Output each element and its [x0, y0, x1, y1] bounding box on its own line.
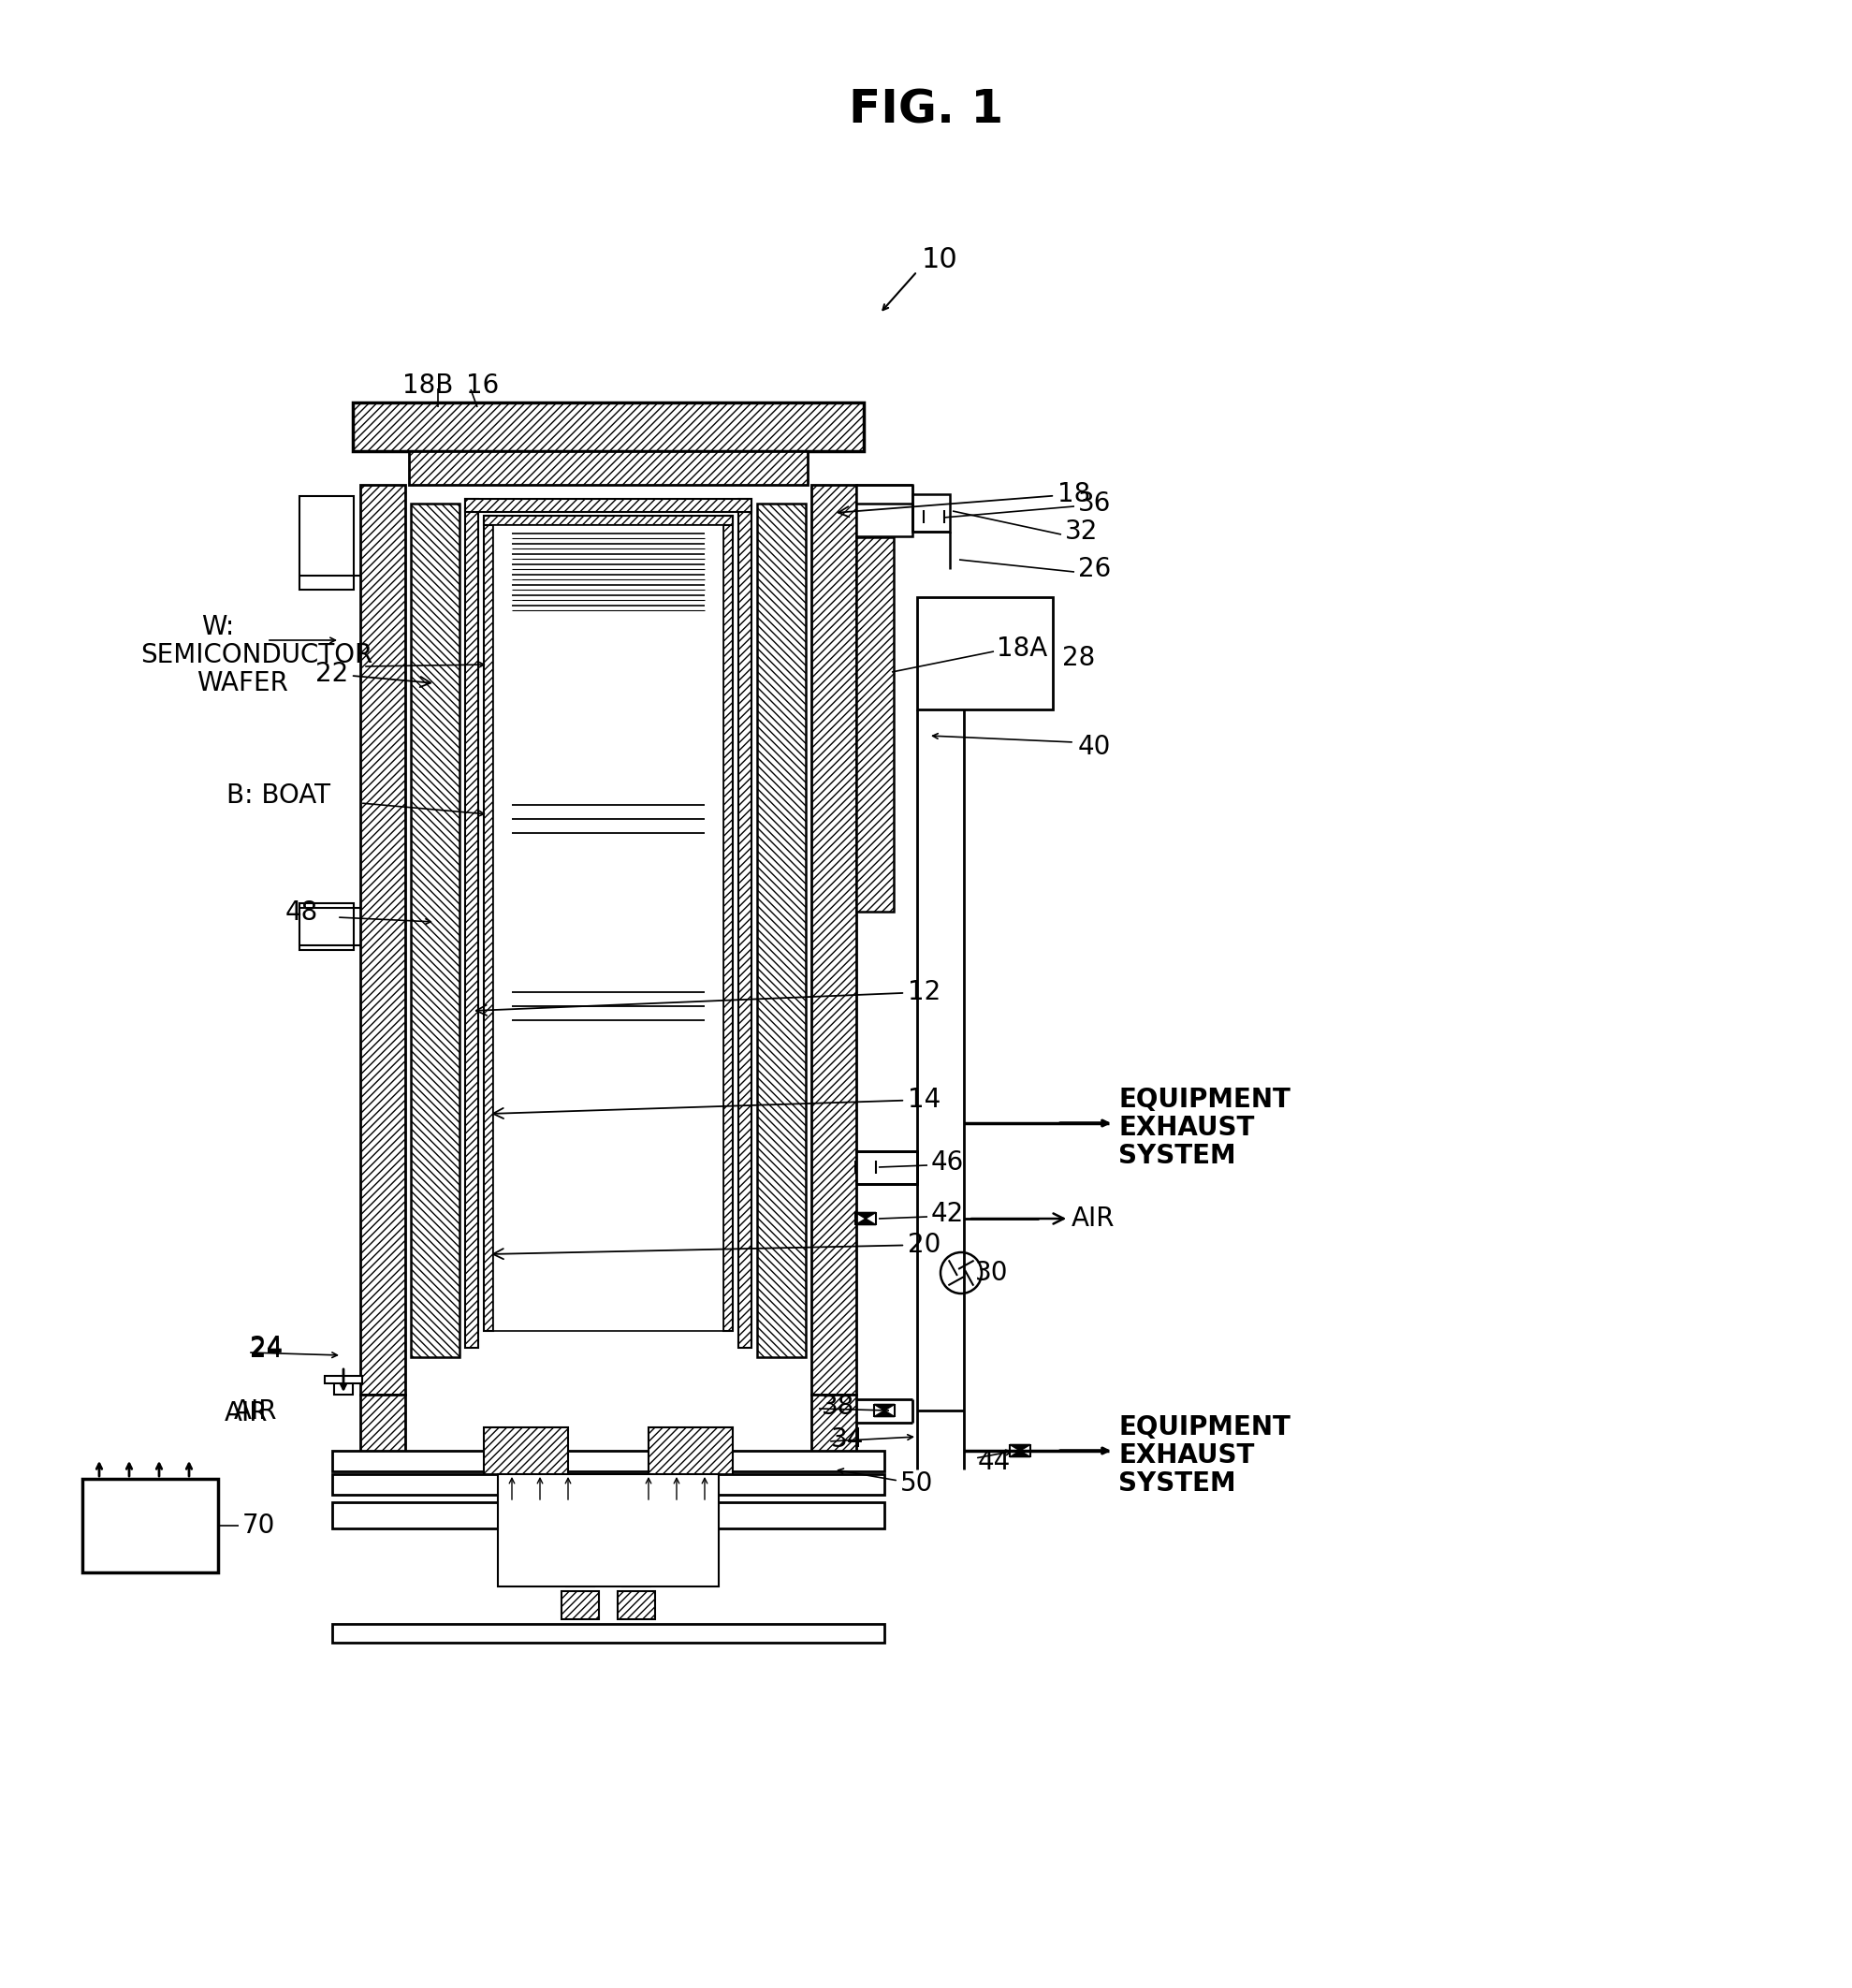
Bar — [483, 515, 493, 1330]
Bar — [483, 1427, 569, 1479]
Polygon shape — [1009, 1445, 1030, 1451]
Bar — [300, 903, 354, 950]
Bar — [648, 1427, 733, 1479]
Text: 24: 24 — [250, 1334, 283, 1362]
Text: 18: 18 — [839, 481, 1091, 517]
Polygon shape — [856, 1213, 876, 1219]
Bar — [465, 499, 478, 1348]
Text: EXHAUST: EXHAUST — [1119, 1443, 1254, 1469]
Bar — [361, 1396, 406, 1469]
Text: EQUIPMENT: EQUIPMENT — [1119, 1413, 1291, 1441]
Text: 20: 20 — [493, 1233, 941, 1258]
Text: 46: 46 — [932, 1149, 965, 1175]
Bar — [856, 485, 913, 537]
Bar — [354, 402, 863, 451]
Text: B: BOAT: B: BOAT — [226, 783, 330, 809]
Bar — [811, 1396, 856, 1469]
Bar — [324, 1376, 363, 1384]
Text: 50: 50 — [900, 1471, 933, 1497]
Text: FIG. 1: FIG. 1 — [850, 87, 1004, 133]
Text: 16: 16 — [467, 372, 498, 400]
Bar — [81, 1479, 219, 1573]
Bar — [332, 1451, 885, 1471]
Bar — [567, 1531, 594, 1586]
Polygon shape — [856, 1161, 876, 1167]
Bar — [856, 1151, 917, 1185]
Text: SEMICONDUCTOR: SEMICONDUCTOR — [141, 642, 372, 668]
Text: AIR: AIR — [224, 1400, 269, 1427]
Bar — [757, 503, 806, 1358]
Text: 44: 44 — [978, 1449, 1011, 1475]
Text: AIR: AIR — [970, 1205, 1115, 1233]
Bar — [409, 451, 807, 485]
Text: 10: 10 — [922, 247, 957, 274]
Text: 24: 24 — [250, 1336, 283, 1362]
Text: 48: 48 — [285, 899, 319, 926]
Bar — [913, 495, 950, 531]
Polygon shape — [856, 1167, 876, 1173]
Text: 26: 26 — [1078, 557, 1111, 582]
Text: SYSTEM: SYSTEM — [1119, 1143, 1235, 1169]
Text: 18B: 18B — [402, 372, 454, 400]
Bar — [561, 1590, 598, 1620]
Text: 40: 40 — [1078, 734, 1111, 759]
Bar — [465, 499, 752, 513]
Bar — [622, 1531, 650, 1586]
Polygon shape — [874, 1411, 895, 1417]
Text: 32: 32 — [1065, 519, 1098, 545]
Bar — [811, 485, 856, 1396]
Bar — [332, 1503, 885, 1529]
Bar — [856, 537, 895, 912]
Text: 42: 42 — [932, 1201, 965, 1227]
Bar — [333, 1380, 354, 1396]
Bar — [411, 503, 459, 1358]
Text: 18A: 18A — [996, 636, 1048, 662]
Bar — [493, 525, 724, 1330]
Bar — [332, 1475, 885, 1495]
Bar — [917, 596, 1052, 710]
Text: 34: 34 — [832, 1427, 865, 1453]
Text: W:: W: — [202, 614, 233, 640]
Text: 28: 28 — [1063, 644, 1095, 672]
Polygon shape — [924, 517, 945, 523]
Text: AIR: AIR — [233, 1398, 278, 1425]
Polygon shape — [856, 1219, 876, 1225]
Text: 30: 30 — [976, 1260, 1007, 1286]
Text: SYSTEM: SYSTEM — [1119, 1471, 1235, 1497]
Bar — [300, 497, 354, 590]
Bar — [483, 515, 733, 525]
Bar — [724, 515, 733, 1330]
Bar — [619, 1590, 656, 1620]
Bar — [739, 499, 752, 1348]
Text: 38: 38 — [822, 1394, 856, 1419]
Bar — [332, 1624, 885, 1642]
Polygon shape — [1009, 1451, 1030, 1457]
Text: 12: 12 — [476, 978, 941, 1016]
Text: EXHAUST: EXHAUST — [1119, 1115, 1254, 1141]
Polygon shape — [874, 1404, 895, 1411]
Polygon shape — [924, 511, 945, 517]
Text: WAFER: WAFER — [196, 670, 289, 696]
Text: 14: 14 — [493, 1087, 941, 1119]
Text: 70: 70 — [243, 1513, 276, 1539]
Text: 22: 22 — [315, 660, 432, 688]
Text: EQUIPMENT: EQUIPMENT — [1119, 1087, 1291, 1113]
Text: 36: 36 — [1078, 491, 1111, 517]
Bar — [498, 1475, 719, 1586]
Bar — [361, 485, 406, 1396]
